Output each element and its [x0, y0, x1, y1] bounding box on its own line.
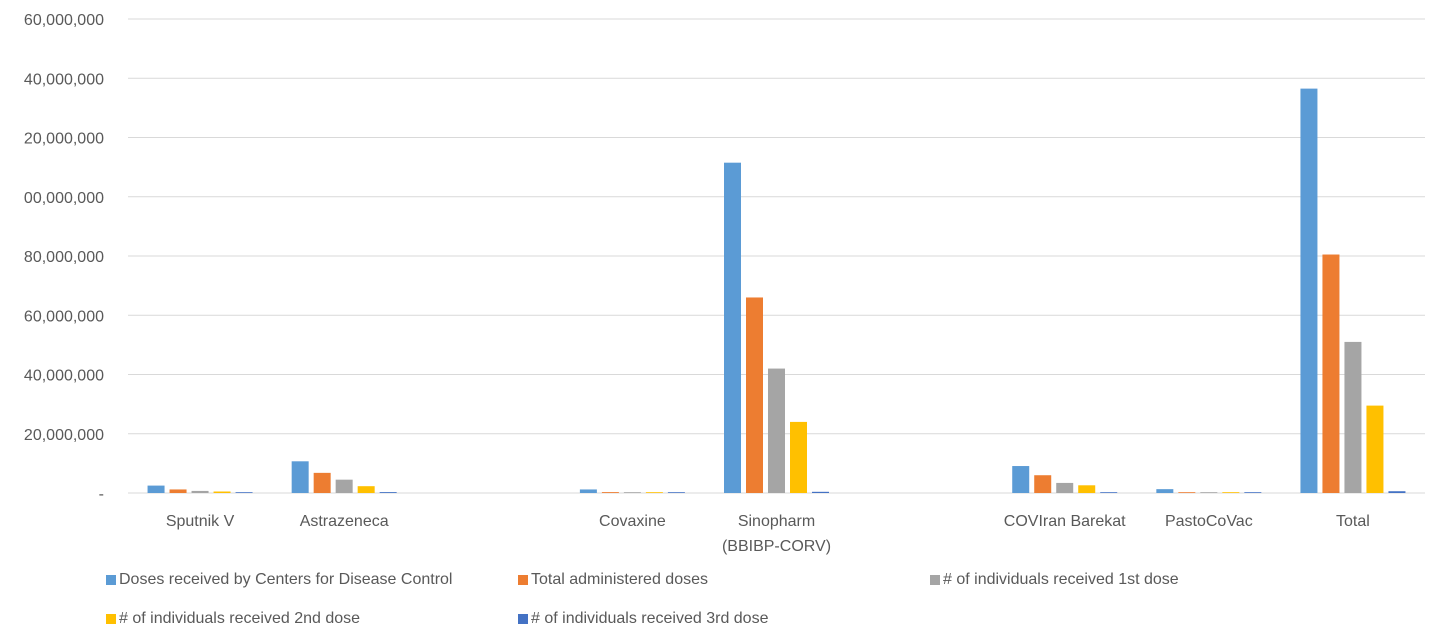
x-tick-label: COVIran Barekat — [1004, 513, 1126, 530]
bar — [235, 492, 253, 493]
bar — [1322, 254, 1340, 493]
bar — [645, 492, 663, 493]
y-tick-label: 60,000,000 — [24, 308, 104, 325]
bar — [1300, 88, 1318, 494]
y-tick-label: 40,000,000 — [24, 71, 104, 88]
x-axis-tick-labels: Sputnik V Astrazeneca Covaxine Sinopharm (BB… — [166, 513, 1370, 555]
bar — [1034, 475, 1052, 493]
y-tick-label: 00,000,000 — [24, 190, 104, 207]
x-tick-label: Sinopharm — [738, 513, 815, 530]
y-axis-tick-labels: - 20,000,000 40,000,000 60,000,000 80,000,00… — [24, 12, 104, 503]
y-tick-label: 20,000,000 — [24, 131, 104, 148]
bar — [579, 489, 597, 493]
bar — [335, 479, 353, 493]
x-tick-label: Sputnik V — [166, 513, 235, 530]
grid — [128, 18, 1425, 494]
y-tick-label: 60,000,000 — [24, 12, 104, 29]
bar — [1012, 466, 1030, 493]
bar — [357, 486, 375, 493]
bar — [1244, 492, 1262, 493]
bars — [147, 88, 1406, 494]
bar — [724, 162, 741, 493]
bar — [379, 492, 397, 493]
bar — [768, 368, 785, 493]
bar — [213, 491, 231, 493]
bar — [746, 297, 763, 493]
bar — [812, 491, 829, 493]
y-tick-label: - — [99, 486, 104, 503]
bar — [147, 485, 165, 493]
y-tick-label: 20,000,000 — [24, 427, 104, 444]
bar — [623, 492, 641, 493]
bar — [1222, 492, 1240, 493]
x-tick-label: Covaxine — [599, 513, 666, 530]
bar — [601, 492, 619, 493]
bar — [313, 472, 331, 493]
bar — [291, 461, 309, 493]
x-tick-label: (BBIBP-CORV) — [722, 538, 831, 555]
bar — [790, 421, 807, 493]
bar — [1388, 491, 1406, 493]
bar — [169, 489, 187, 493]
bar — [1200, 492, 1218, 493]
bar — [667, 492, 685, 493]
bar — [1178, 492, 1196, 493]
bar — [1056, 482, 1074, 493]
bar — [1344, 341, 1362, 493]
bar — [191, 490, 209, 493]
x-tick-label: Total — [1336, 513, 1370, 530]
y-tick-label: 40,000,000 — [24, 368, 104, 385]
y-tick-label: 80,000,000 — [24, 249, 104, 266]
bar — [1078, 485, 1096, 493]
x-tick-label: Astrazeneca — [300, 513, 389, 530]
x-tick-label: PastoCoVac — [1165, 513, 1253, 530]
bar — [1100, 492, 1118, 493]
bar — [1366, 405, 1384, 493]
bar — [1156, 489, 1174, 493]
